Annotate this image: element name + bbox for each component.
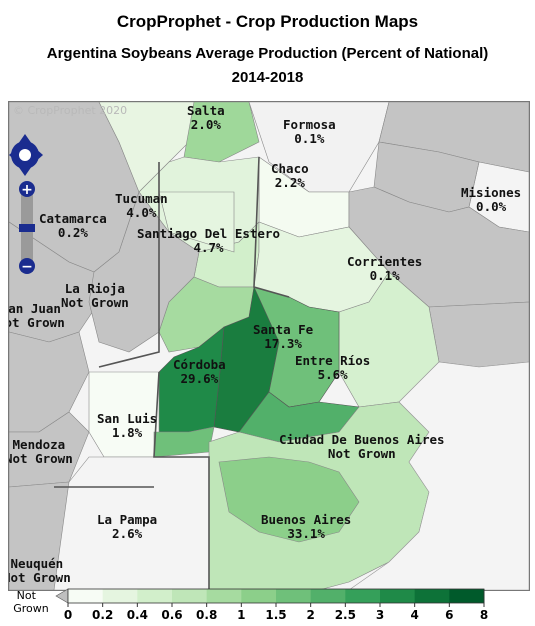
map-subtitle: Argentina Soybeans Average Production (P…	[46, 45, 489, 62]
label-la-rioja: La Rioja Not Grown	[61, 281, 129, 310]
label-misiones: Misiones 0.0%	[461, 185, 522, 214]
legend-bin	[68, 589, 104, 603]
region-santa-fe-south	[253, 286, 340, 408]
pan-right-icon	[35, 148, 43, 162]
legend-tick-label: 6	[445, 608, 453, 622]
legend-bin	[206, 589, 242, 603]
color-legend: Not Grown 0 0.2 0.4 0.6 0.8 1 1.5 2 2.5 3 4 6 8	[13, 588, 488, 622]
label-san-luis: San Luis 1.8%	[97, 411, 158, 440]
pan-down-icon	[18, 166, 32, 176]
legend-bin	[380, 589, 416, 603]
region-sea	[348, 361, 529, 590]
pan-up-icon	[18, 134, 32, 144]
legend-bin	[137, 589, 173, 603]
region-uruguay-north	[428, 301, 529, 368]
label-san-juan: San JuanNot Grown	[8, 301, 65, 330]
boundary-line-sde	[253, 156, 290, 298]
label-salta: Salta 2.0%	[187, 103, 225, 132]
region-tucuman	[158, 191, 235, 253]
legend-bin	[449, 589, 485, 603]
map-period: 2014-2018	[231, 69, 304, 86]
legend-tick-label: 0.8	[196, 608, 217, 622]
label-ciudad-de-buenos-aires: Ciudad De Buenos Aires Not Grown	[279, 432, 445, 461]
label-buenos-aires: Buenos Aires 33.1%	[261, 512, 352, 541]
zoom-control[interactable]: + −	[15, 180, 39, 276]
zoom-slider-handle	[19, 224, 35, 232]
label-chaco: Chaco 2.2%	[271, 161, 309, 190]
legend-tick-label: 3	[376, 608, 384, 622]
legend-tick-label: 2	[306, 608, 314, 622]
zoom-out-label: −	[21, 259, 33, 275]
legend-bin	[241, 589, 277, 603]
label-la-pampa: La Pampa 2.6%	[97, 512, 158, 541]
legend-tick-label: 1	[237, 608, 245, 622]
zoom-in-button	[19, 181, 35, 197]
legend-bin	[172, 589, 208, 603]
legend-not-word: Not	[17, 589, 37, 602]
label-mendoza: Mendoza Not Grown	[8, 437, 73, 466]
legend-not-label: Not Grown	[13, 589, 49, 615]
legend-tick-label: 0	[64, 608, 72, 622]
legend-bins	[68, 589, 485, 603]
label-santiago-del-estero: Santiago Del Estero 4.7%	[137, 226, 280, 255]
region-salta-green	[183, 102, 260, 163]
region-buenos-aires-core	[218, 456, 360, 543]
legend-tick-label: 8	[480, 608, 488, 622]
label-formosa: Formosa 0.1%	[283, 117, 336, 146]
legend-bin	[102, 589, 138, 603]
map-viewport[interactable]: © CropProphet 2020 + − Salta 2.0% Formosa…	[8, 101, 530, 591]
label-entre-rios: Entre Ríos 5.6%	[295, 353, 371, 382]
map-copyright: © CropProphet 2020	[13, 104, 128, 117]
boundary-line-south	[153, 371, 210, 590]
label-corrientes: Corrientes 0.1%	[347, 254, 423, 283]
legend-bin	[276, 589, 312, 603]
pan-control[interactable]	[9, 132, 51, 178]
argentina-map[interactable]	[9, 102, 529, 590]
pan-center-icon	[19, 149, 31, 161]
label-catamarca: Catamarca 0.2%	[39, 211, 107, 240]
pan-left-icon	[9, 148, 17, 162]
legend-tick-label: 0.6	[161, 608, 182, 622]
zoom-in-label: +	[21, 182, 33, 198]
legend-tick-label: 0.4	[127, 608, 148, 622]
legend-tick-label: 1.5	[265, 608, 286, 622]
legend-tick-label: 2.5	[335, 608, 356, 622]
legend-grown-word: Grown	[13, 602, 49, 615]
label-tucuman: Tucuman 4.0%	[115, 191, 168, 220]
label-neuquen: Neuquén Not Grown	[8, 556, 71, 585]
zoom-out-button	[19, 258, 35, 274]
legend-not-grown-swatch	[55, 588, 69, 604]
legend-bin	[345, 589, 381, 603]
label-santa-fe: Santa Fe 17.3%	[253, 322, 314, 351]
legend-ticks: 0 0.2 0.4 0.6 0.8 1 1.5 2 2.5 3 4 6 8	[64, 603, 488, 622]
boundary-line-west	[98, 162, 160, 368]
map-title: CropProphet - Crop Production Maps	[116, 12, 419, 31]
label-cordoba: Córdoba 29.6%	[173, 357, 226, 386]
legend-bin	[414, 589, 450, 603]
legend-tick-label: 0.2	[92, 608, 113, 622]
legend-tick-label: 4	[410, 608, 418, 622]
legend-bin	[310, 589, 346, 603]
